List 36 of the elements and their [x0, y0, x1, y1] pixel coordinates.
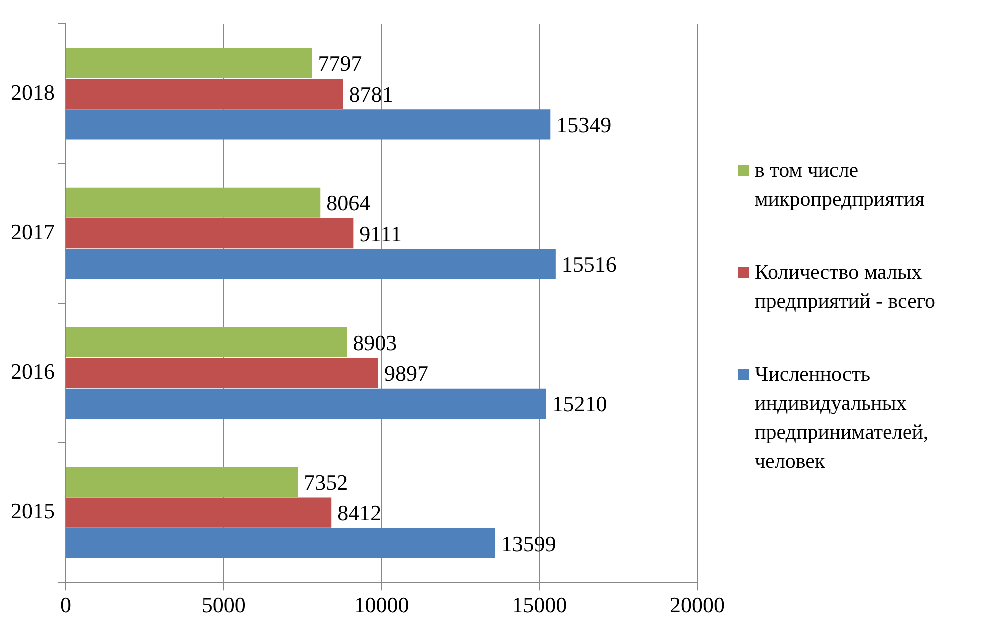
data-label: 15516	[562, 252, 617, 278]
y-tick-label: 2016	[11, 358, 55, 384]
bar	[66, 249, 556, 280]
data-label: 9111	[360, 221, 402, 246]
data-label: 8064	[326, 190, 371, 216]
x-tick-label: 0	[60, 592, 72, 618]
legend-label: Численность индивидуальных предпринимателей, человек	[755, 360, 930, 474]
bar	[66, 498, 332, 528]
bar	[66, 188, 321, 218]
x-tick-label: 20000	[670, 592, 725, 618]
bar	[66, 327, 348, 358]
x-tick-label: 5000	[202, 592, 246, 618]
legend-label: в том числе микропредприятия	[755, 156, 926, 212]
data-label: 8412	[338, 500, 382, 526]
legend-label: Количество малых предприятий - всего	[755, 258, 937, 314]
bar	[66, 48, 312, 78]
bar	[66, 78, 344, 110]
y-tick-label: 2017	[11, 219, 55, 244]
data-label: 8781	[349, 82, 394, 107]
data-label: 15349	[556, 112, 612, 138]
data-label: 9897	[384, 360, 428, 386]
data-label: 13599	[501, 531, 556, 556]
data-label: 7797	[318, 51, 362, 76]
x-tick-label: 10000	[354, 592, 410, 618]
bar	[66, 467, 298, 498]
y-tick-label: 2018	[11, 80, 55, 105]
data-label: 15210	[552, 392, 608, 417]
data-label: 7352	[304, 470, 348, 495]
data-label: 8903	[353, 330, 398, 356]
bar	[66, 528, 496, 559]
bar	[66, 358, 378, 388]
y-tick-label: 2015	[11, 498, 55, 524]
bar	[66, 110, 551, 140]
bar	[66, 218, 354, 249]
bar	[66, 388, 546, 419]
x-tick-label: 15000	[512, 592, 568, 618]
